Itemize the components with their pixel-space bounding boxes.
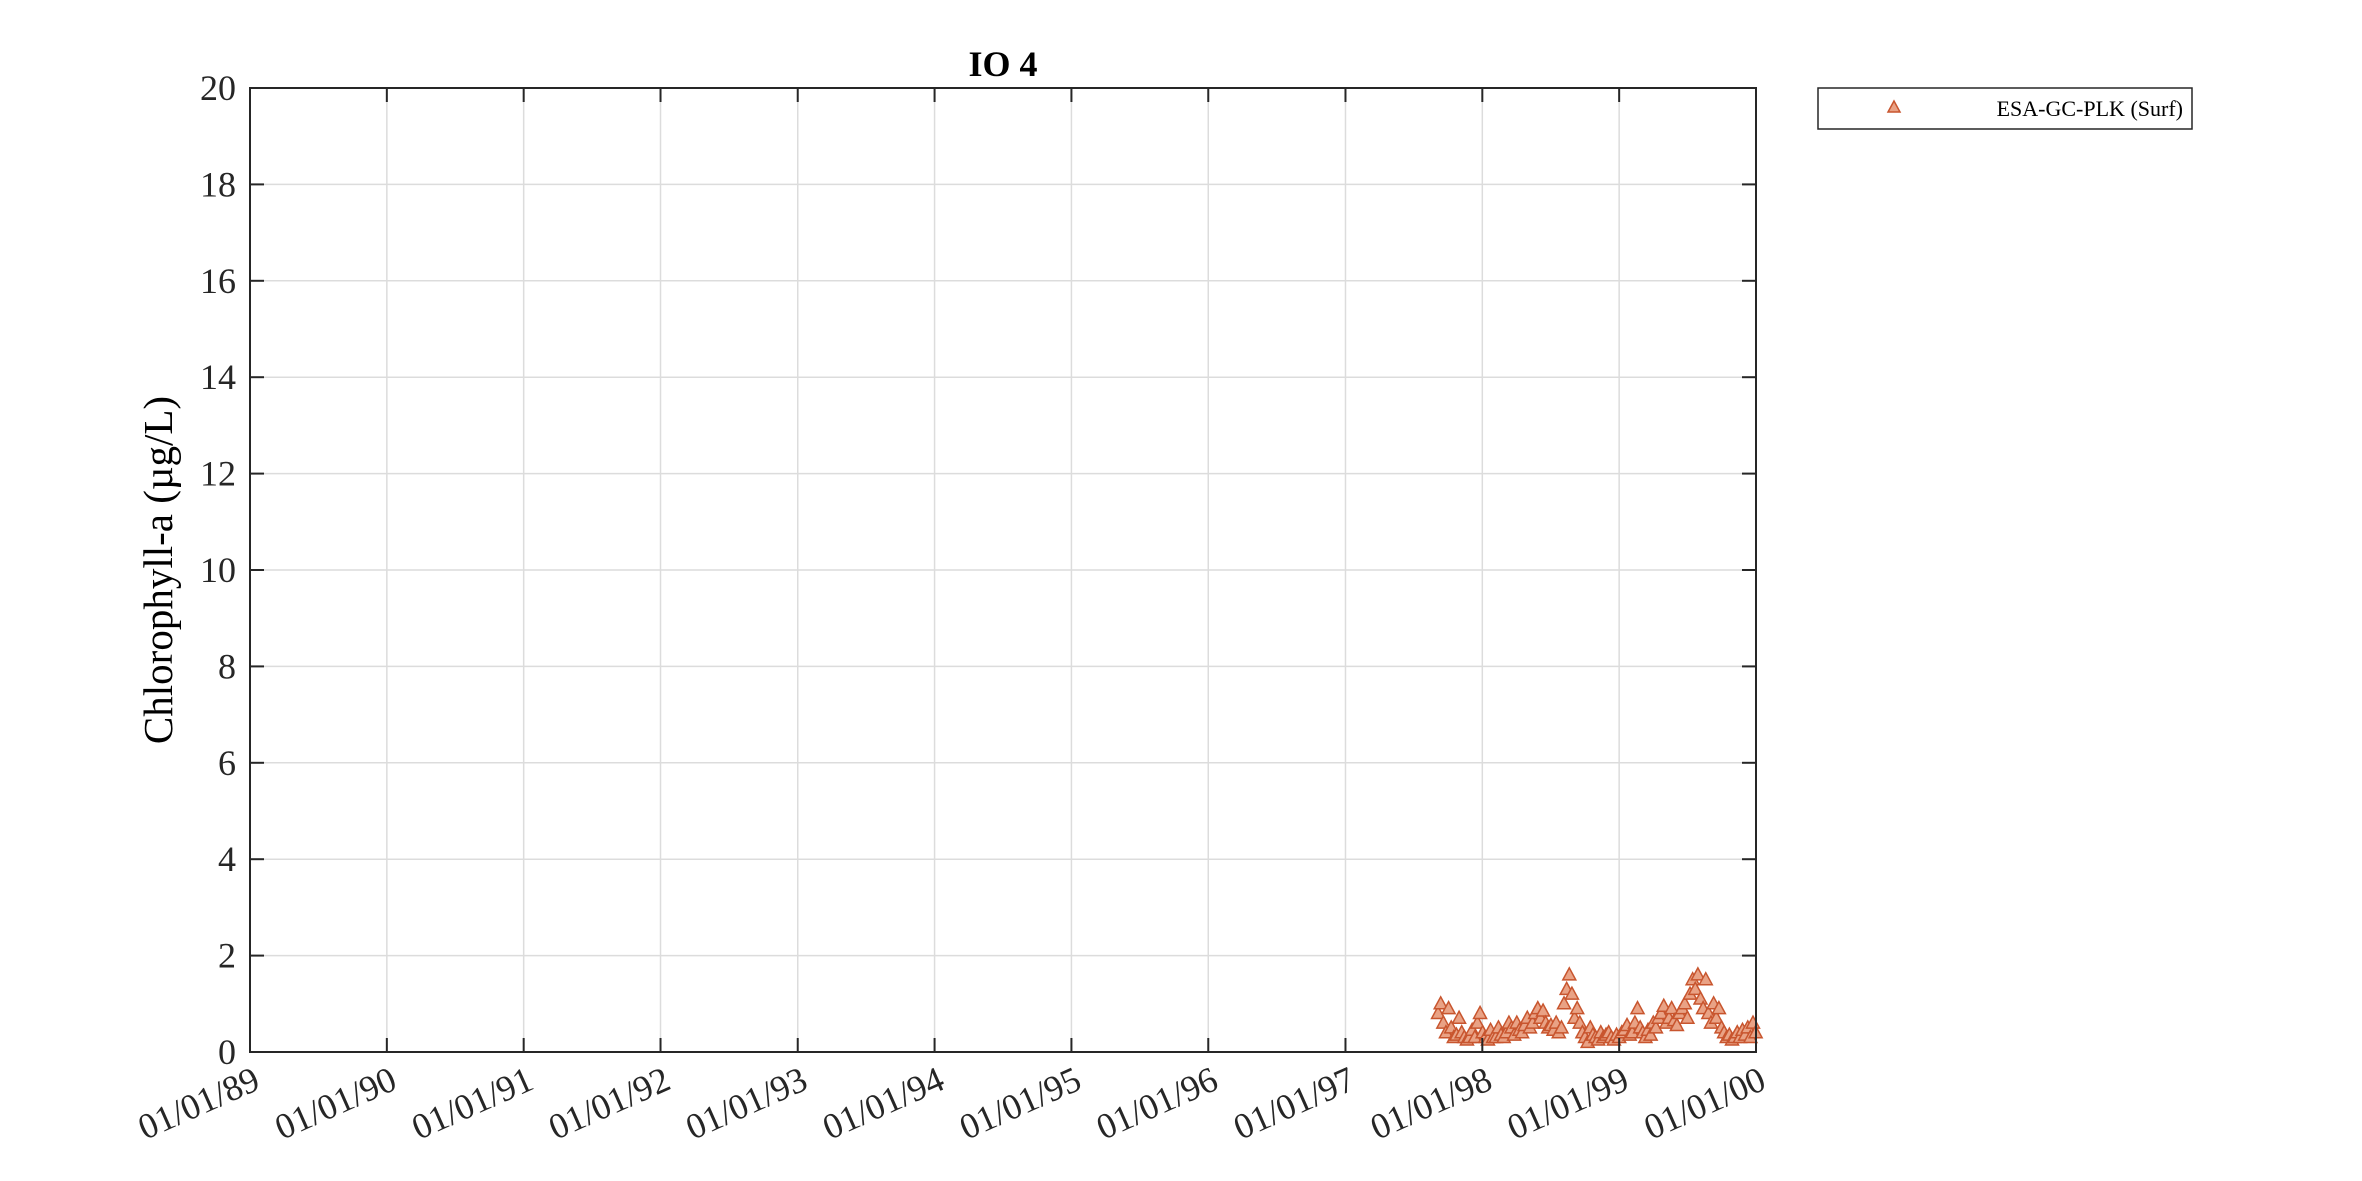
data-point bbox=[1432, 995, 1449, 1010]
data-point bbox=[1653, 1004, 1669, 1020]
x-tick-label: 01/01/99 bbox=[1501, 1059, 1634, 1148]
y-tick-label: 4 bbox=[218, 839, 236, 879]
y-tick-label: 0 bbox=[218, 1032, 236, 1072]
data-point bbox=[1669, 1016, 1685, 1032]
data-point bbox=[1572, 1014, 1588, 1029]
data-point bbox=[1472, 1004, 1488, 1020]
data-point bbox=[1648, 1019, 1664, 1034]
data-point bbox=[1556, 995, 1572, 1010]
y-tick-label: 14 bbox=[200, 357, 236, 397]
x-tick-label: 01/01/89 bbox=[132, 1059, 265, 1148]
data-point bbox=[1469, 1014, 1486, 1029]
data-point bbox=[1561, 966, 1578, 981]
y-tick-label: 16 bbox=[200, 261, 236, 301]
data-point bbox=[1440, 1000, 1457, 1015]
data-point bbox=[1700, 1004, 1717, 1020]
y-tick-label: 10 bbox=[200, 550, 236, 590]
x-tick-label: 01/01/93 bbox=[680, 1059, 813, 1148]
data-points bbox=[1430, 966, 1764, 1049]
data-point bbox=[1692, 990, 1709, 1005]
data-point bbox=[1690, 966, 1706, 981]
data-point bbox=[1535, 1002, 1551, 1017]
y-tick-label: 18 bbox=[200, 164, 236, 204]
data-point bbox=[1711, 1000, 1727, 1015]
y-ticks: 0 2 4 6 8 10 12 14 16 18 20 bbox=[200, 68, 1756, 1072]
x-tick-label: 01/01/92 bbox=[543, 1059, 676, 1148]
data-point bbox=[1698, 971, 1714, 986]
y-tick-label: 12 bbox=[200, 454, 236, 494]
x-gridlines bbox=[386, 88, 1620, 1052]
data-point bbox=[1642, 1026, 1659, 1041]
data-point bbox=[1663, 1000, 1680, 1015]
data-point bbox=[1708, 1009, 1725, 1025]
data-point bbox=[1451, 1009, 1467, 1025]
x-tick-label: 01/01/96 bbox=[1090, 1059, 1223, 1148]
data-point bbox=[1677, 995, 1693, 1010]
data-point bbox=[1435, 1014, 1452, 1029]
data-point bbox=[1564, 985, 1580, 1000]
data-point bbox=[1629, 1000, 1646, 1015]
data-point bbox=[1687, 980, 1704, 996]
data-point bbox=[1679, 1009, 1696, 1025]
legend-marker-icon bbox=[1886, 99, 1902, 113]
x-tick-label: 01/01/95 bbox=[953, 1059, 1086, 1148]
legend-box bbox=[1817, 87, 2193, 130]
data-point bbox=[1569, 1000, 1585, 1015]
x-tick-label: 01/01/94 bbox=[817, 1059, 950, 1148]
data-point bbox=[1430, 1004, 1446, 1020]
y-gridlines bbox=[250, 183, 1756, 957]
data-point bbox=[1553, 1019, 1570, 1034]
legend-entry-label: ESA-GC-PLK (Surf) bbox=[1997, 96, 2183, 121]
y-tick-label: 20 bbox=[200, 68, 236, 108]
legend: ESA-GC-PLK (Surf) bbox=[1817, 87, 2193, 130]
y-tick-label: 6 bbox=[218, 743, 236, 783]
x-tick-label: 01/01/98 bbox=[1364, 1059, 1497, 1148]
x-tick-label: 01/01/00 bbox=[1638, 1059, 1771, 1148]
y-tick-label: 8 bbox=[218, 646, 236, 686]
y-tick-label: 2 bbox=[218, 936, 236, 976]
x-tick-label: 01/01/97 bbox=[1228, 1059, 1361, 1148]
data-point bbox=[1656, 997, 1672, 1012]
y-axis-label: Chlorophyll-a (µg/L) bbox=[135, 396, 181, 744]
x-tick-label: 01/01/91 bbox=[406, 1059, 539, 1148]
chart-title: IO 4 bbox=[968, 44, 1037, 84]
data-point bbox=[1443, 1019, 1459, 1034]
x-tick-label: 01/01/90 bbox=[269, 1059, 402, 1148]
